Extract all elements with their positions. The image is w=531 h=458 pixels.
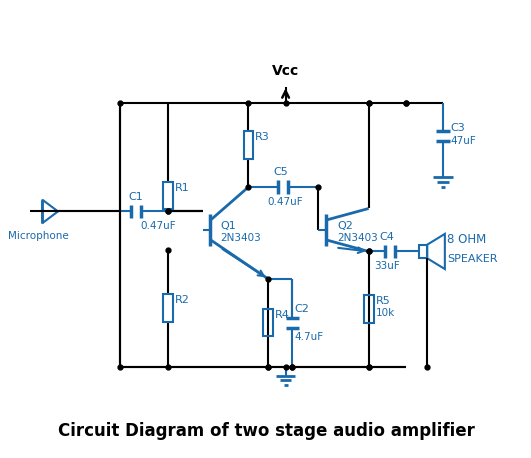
Bar (244, 131, 253, 158)
Text: C2: C2 (294, 304, 309, 314)
Bar (164, 182, 173, 209)
Bar (419, 245, 427, 258)
Text: Microphone: Microphone (8, 231, 69, 241)
Text: R5: R5 (375, 296, 390, 306)
Text: 10k: 10k (375, 308, 395, 318)
Text: 2N3403: 2N3403 (337, 233, 378, 243)
Bar (263, 309, 273, 337)
Text: 8 OHM: 8 OHM (447, 233, 486, 246)
Text: SPEAKER: SPEAKER (447, 254, 498, 264)
Text: Q2: Q2 (337, 221, 353, 231)
Text: C5: C5 (274, 167, 288, 177)
Text: 0.47uF: 0.47uF (140, 221, 176, 231)
Text: 47uF: 47uF (451, 136, 476, 146)
Text: C1: C1 (129, 191, 143, 202)
Text: R2: R2 (175, 295, 190, 305)
Text: R4: R4 (275, 310, 290, 320)
Text: R1: R1 (175, 183, 190, 193)
Text: R3: R3 (255, 132, 270, 142)
Text: 2N3403: 2N3403 (220, 233, 261, 243)
Text: 0.47uF: 0.47uF (267, 197, 303, 207)
Text: Vcc: Vcc (272, 64, 299, 77)
Text: C4: C4 (380, 232, 395, 242)
Text: 4.7uF: 4.7uF (294, 332, 323, 342)
Bar (164, 294, 173, 322)
Text: 33uF: 33uF (374, 261, 400, 271)
Text: C3: C3 (451, 123, 466, 133)
Text: Circuit Diagram of two stage audio amplifier: Circuit Diagram of two stage audio ampli… (58, 422, 475, 440)
Text: Q1: Q1 (220, 221, 236, 231)
Bar (364, 295, 373, 323)
